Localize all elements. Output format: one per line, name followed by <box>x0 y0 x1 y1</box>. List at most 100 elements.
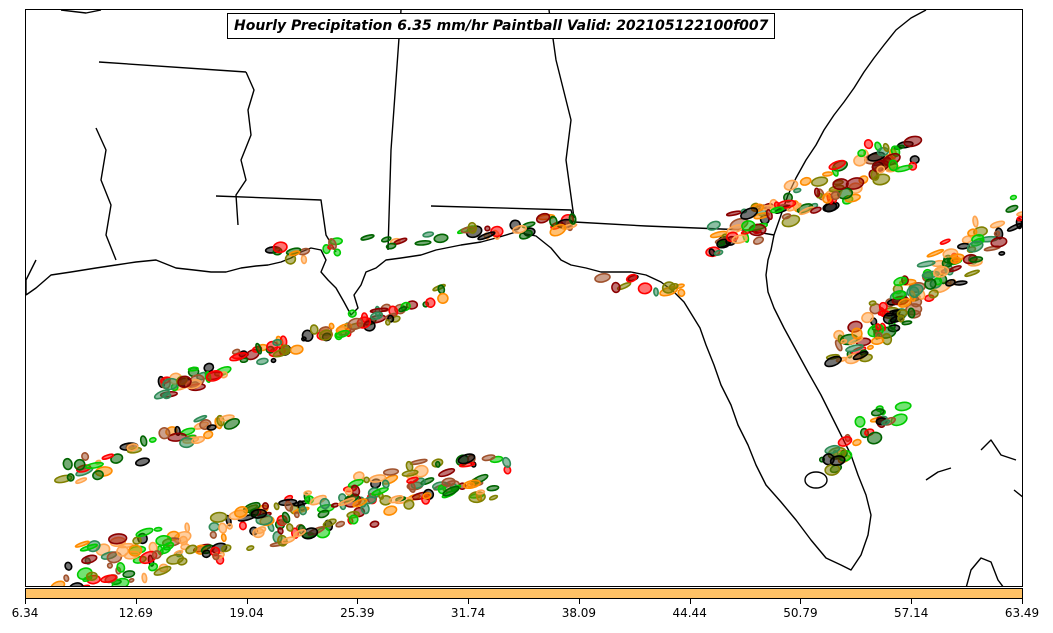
paintball-blob <box>85 461 104 470</box>
paintball-blob <box>300 254 308 265</box>
paintball-blob <box>799 176 812 186</box>
paintball-blob <box>881 419 891 426</box>
colorbar-tick <box>357 599 359 604</box>
paintball-blob <box>611 281 621 294</box>
paintball-blob <box>66 473 75 482</box>
paintball-blob <box>177 557 188 566</box>
paintball-blob <box>857 149 867 158</box>
paintball-blob <box>897 298 912 308</box>
paintball-blob <box>100 574 117 583</box>
paintball-blob <box>964 269 980 278</box>
paintball-blob <box>352 498 368 508</box>
paintball-blob <box>924 277 937 290</box>
paintball-blob <box>894 401 912 412</box>
colorbar-tick-label: 12.69 <box>118 606 153 620</box>
paintball-blob <box>293 528 307 538</box>
paintball-blob <box>706 220 721 231</box>
paintball-blob <box>442 485 460 497</box>
paintball-blob <box>793 187 802 194</box>
paintball-blob <box>246 545 255 552</box>
colorbar-tick <box>135 599 137 604</box>
paintball-blob <box>948 265 962 273</box>
paintball-blob <box>637 282 653 295</box>
paintball-blob <box>298 505 308 516</box>
paintball-blob <box>153 565 172 576</box>
paintball-blob <box>486 484 500 492</box>
paintball-blob <box>811 176 829 187</box>
colorbar-tick-label: 19.04 <box>229 606 264 620</box>
paintball-blob <box>824 444 841 455</box>
paintball-blob <box>908 286 920 299</box>
paintball-blob <box>288 250 301 257</box>
paintball-blob <box>205 370 223 382</box>
paintball-blob <box>134 457 151 467</box>
paintball-contours <box>50 135 1022 586</box>
paintball-blob <box>270 357 277 364</box>
paintball-blob <box>770 206 785 214</box>
paintball-blob <box>148 436 157 443</box>
texas-coastline <box>26 259 37 295</box>
paintball-blob <box>303 490 313 496</box>
colorbar-tick <box>246 599 248 604</box>
paintball-blob <box>252 527 265 539</box>
paintball-blob <box>221 544 232 553</box>
paintball-blob <box>208 521 220 532</box>
paintball-blob <box>135 527 154 538</box>
paintball-blob <box>209 511 228 523</box>
paintball-blob <box>462 479 481 490</box>
paintball-blob <box>178 535 189 546</box>
paintball-blob <box>882 312 898 325</box>
paintball-blob <box>85 571 98 582</box>
paintball-blob <box>177 375 192 389</box>
paintball-blob <box>535 212 551 224</box>
colorbar-tick <box>689 599 691 604</box>
paintball-blob <box>151 550 162 560</box>
paintball-blob <box>477 231 496 241</box>
paintball-blob <box>73 458 86 471</box>
paintball-blob <box>403 499 415 510</box>
paintball-blob <box>111 577 130 586</box>
paintball-blob <box>220 533 227 543</box>
paintball-blob <box>293 511 300 519</box>
paintball-blob <box>653 287 659 297</box>
paintball-blob <box>108 533 128 545</box>
colorbar-tick-label: 50.79 <box>783 606 818 620</box>
paintball-blob <box>280 344 291 356</box>
paintball-blob <box>110 453 124 464</box>
paintball-blob <box>209 530 217 539</box>
paintball-blob <box>79 543 98 552</box>
paintball-blob <box>810 206 822 214</box>
paintball-blob <box>234 505 248 518</box>
paintball-blob <box>309 494 327 506</box>
paintball-blob <box>223 417 240 430</box>
paintball-blob <box>989 220 1006 229</box>
border-ok-tx <box>60 10 102 14</box>
paintball-blob <box>433 233 449 244</box>
colorbar-tick-label: 44.44 <box>672 606 707 620</box>
paintball-blob <box>1009 194 1018 201</box>
colorbar-tick-label: 63.49 <box>1004 606 1040 620</box>
paintball-blob <box>74 540 90 548</box>
map-canvas <box>26 10 1022 586</box>
paintball-blob <box>92 470 104 481</box>
paintball-blob <box>777 199 797 209</box>
paintball-blob <box>255 342 263 355</box>
paintball-blob <box>229 351 248 362</box>
paintball-blob <box>916 260 936 268</box>
paintball-blob <box>162 392 172 400</box>
border-ms-al <box>387 10 402 251</box>
paintball-blob <box>348 514 359 525</box>
paintball-blob <box>926 248 945 258</box>
paintball-blob <box>713 249 724 257</box>
paintball-blob <box>328 238 337 250</box>
colorbar-tick-label: 6.34 <box>11 606 39 620</box>
paintball-blob <box>62 457 73 471</box>
paintball-blob <box>625 273 638 283</box>
paintball-blob <box>434 460 441 468</box>
paintball-blob <box>993 230 1001 237</box>
paintball-blob <box>286 523 294 532</box>
border-ms-river <box>235 71 255 226</box>
paintball-blob <box>824 355 842 368</box>
paintball-blob <box>139 435 148 447</box>
paintball-blob <box>484 225 491 232</box>
